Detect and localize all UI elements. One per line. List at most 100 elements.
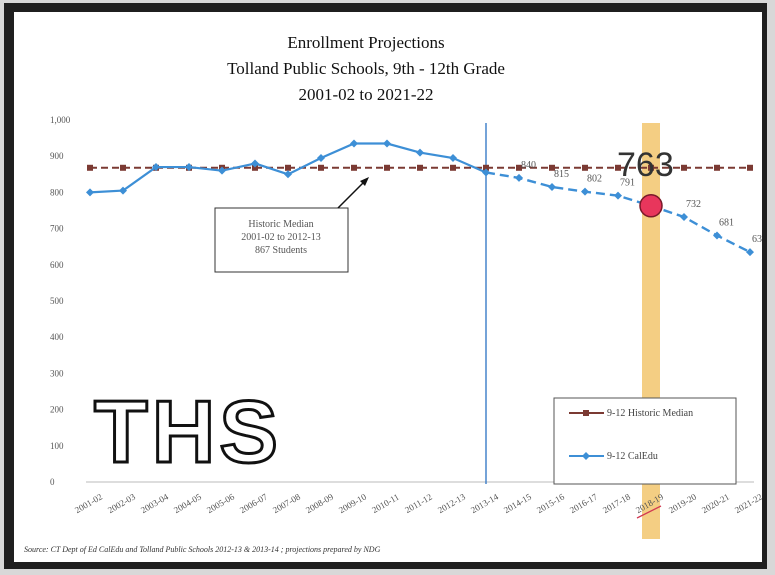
data-label: 802	[587, 174, 602, 185]
slide: Enrollment Projections Tolland Public Sc…	[14, 12, 762, 562]
x-tick-label: 2008-09	[304, 491, 335, 515]
historic-median-point	[714, 164, 720, 171]
callout-line: 2001-02 to 2012-13	[241, 232, 320, 243]
source-note: Source: CT Dept of Ed CalEdu and Tolland…	[24, 545, 381, 554]
y-axis-ticks: 0 100 200 300 400 500 600 700 800 900 1,000	[50, 115, 71, 487]
enrollment-point	[251, 159, 259, 168]
chart-title-line-3: 2001-02 to 2021-22	[298, 85, 433, 104]
x-tick-label: 2020-21	[700, 492, 731, 516]
highlight-tick-underline	[636, 505, 662, 519]
historic-median-point	[120, 164, 126, 171]
callout-line: 867 Students	[255, 245, 307, 256]
enrollment-point	[185, 163, 193, 172]
x-tick-label: 2012-13	[436, 491, 467, 515]
ths-logo-text: THS	[94, 382, 282, 481]
slide-frame: Enrollment Projections Tolland Public Sc…	[4, 3, 767, 569]
historic-median-point	[747, 164, 753, 171]
enrollment-point	[515, 173, 523, 182]
x-tick-label: 2009-10	[337, 491, 368, 515]
y-tick-label: 300	[50, 368, 64, 378]
historic-median-point	[417, 164, 423, 171]
x-tick-label: 2011-12	[403, 492, 434, 515]
x-tick-label: 2015-16	[535, 491, 566, 515]
callout-line: Historic Median	[248, 219, 313, 230]
data-label: 815	[554, 169, 569, 180]
historic-median-point	[549, 164, 555, 171]
historic-median-point	[483, 164, 489, 171]
x-tick-label: 2007-08	[271, 491, 302, 515]
data-label: 732	[686, 199, 701, 210]
x-tick-label: 2021-22	[733, 492, 762, 516]
data-labels-layer: 840 815 802 791 732 681 635 763	[521, 146, 762, 245]
x-tick-label: 2004-05	[172, 491, 203, 515]
enrollment-point	[383, 139, 391, 148]
enrollment-point	[680, 213, 688, 222]
x-tick-label: 2010-11	[370, 492, 401, 515]
callout-arrow-line	[337, 181, 365, 209]
y-tick-label: 400	[50, 332, 64, 342]
x-tick-label: 2001-02	[73, 492, 104, 516]
enrollment-point	[152, 163, 160, 172]
legend-marker-median	[583, 410, 589, 416]
y-tick-label: 900	[50, 151, 64, 161]
legend: 9-12 Historic Median 9-12 CalEdu	[553, 397, 737, 485]
enrollment-projection-line	[485, 171, 751, 254]
y-tick-label: 700	[50, 224, 64, 234]
enrollment-point	[614, 191, 622, 200]
highlight-value-label: 763	[617, 146, 674, 184]
x-tick-label: 2003-04	[139, 491, 170, 515]
historic-median-callout: Historic Median 2001-02 to 2012-13 867 Stu…	[214, 177, 369, 273]
historic-median-point	[681, 164, 687, 171]
y-tick-label: 100	[50, 441, 64, 451]
chart-title-line-2: Tolland Public Schools, 9th - 12th Grade	[227, 59, 505, 78]
historic-median-point	[252, 164, 258, 171]
enrollment-point	[350, 139, 358, 148]
y-tick-label: 800	[50, 187, 64, 197]
ths-logo: THS	[93, 381, 282, 483]
series-layer	[86, 139, 754, 257]
enrollment-point	[548, 182, 556, 191]
data-label: 681	[719, 217, 734, 228]
enrollment-point	[86, 188, 94, 197]
enrollment-point	[284, 170, 292, 179]
data-label: 840	[521, 160, 536, 171]
enrollment-point	[746, 248, 754, 257]
historic-median-point	[285, 164, 291, 171]
legend-label-enrollment: 9-12 CalEdu	[607, 451, 658, 462]
historic-median-point	[318, 164, 324, 171]
callout-box	[214, 207, 349, 273]
y-tick-label: 200	[50, 405, 64, 415]
historic-median-point	[384, 164, 390, 171]
callout-arrow-head	[360, 177, 369, 186]
historic-median-point	[351, 164, 357, 171]
x-tick-label: 2017-18	[601, 491, 632, 515]
enrollment-chart: Enrollment Projections Tolland Public Sc…	[24, 33, 762, 554]
x-tick-label: 2006-07	[238, 491, 269, 515]
enrollment-point	[581, 187, 589, 196]
legend-label-median: 9-12 Historic Median	[607, 408, 693, 419]
enrollment-point	[482, 168, 490, 177]
historic-median-point	[87, 164, 93, 171]
x-tick-label: 2014-15	[502, 491, 533, 515]
legend-marker-enrollment	[582, 452, 590, 460]
x-tick-label: 2002-03	[106, 491, 137, 515]
enrollment-point	[416, 148, 424, 157]
y-tick-label: 0	[50, 477, 55, 487]
x-tick-label: 2013-14	[469, 491, 500, 515]
x-tick-label: 2016-17	[568, 491, 599, 515]
historic-median-point	[648, 164, 654, 171]
y-tick-label: 500	[50, 296, 64, 306]
historic-median-point	[615, 164, 621, 171]
data-label: 791	[620, 178, 635, 189]
enrollment-point	[218, 166, 226, 175]
data-label: 635	[752, 234, 762, 245]
enrollment-point	[119, 186, 127, 195]
enrollment-point	[449, 154, 457, 163]
chart-title-line-1: Enrollment Projections	[287, 33, 444, 52]
x-tick-label: 2005-06	[205, 491, 236, 515]
historic-median-point	[582, 164, 588, 171]
enrollment-point	[713, 231, 721, 240]
y-tick-label: 600	[50, 260, 64, 270]
x-tick-label: 2019-20	[667, 491, 698, 515]
enrollment-point	[317, 154, 325, 163]
